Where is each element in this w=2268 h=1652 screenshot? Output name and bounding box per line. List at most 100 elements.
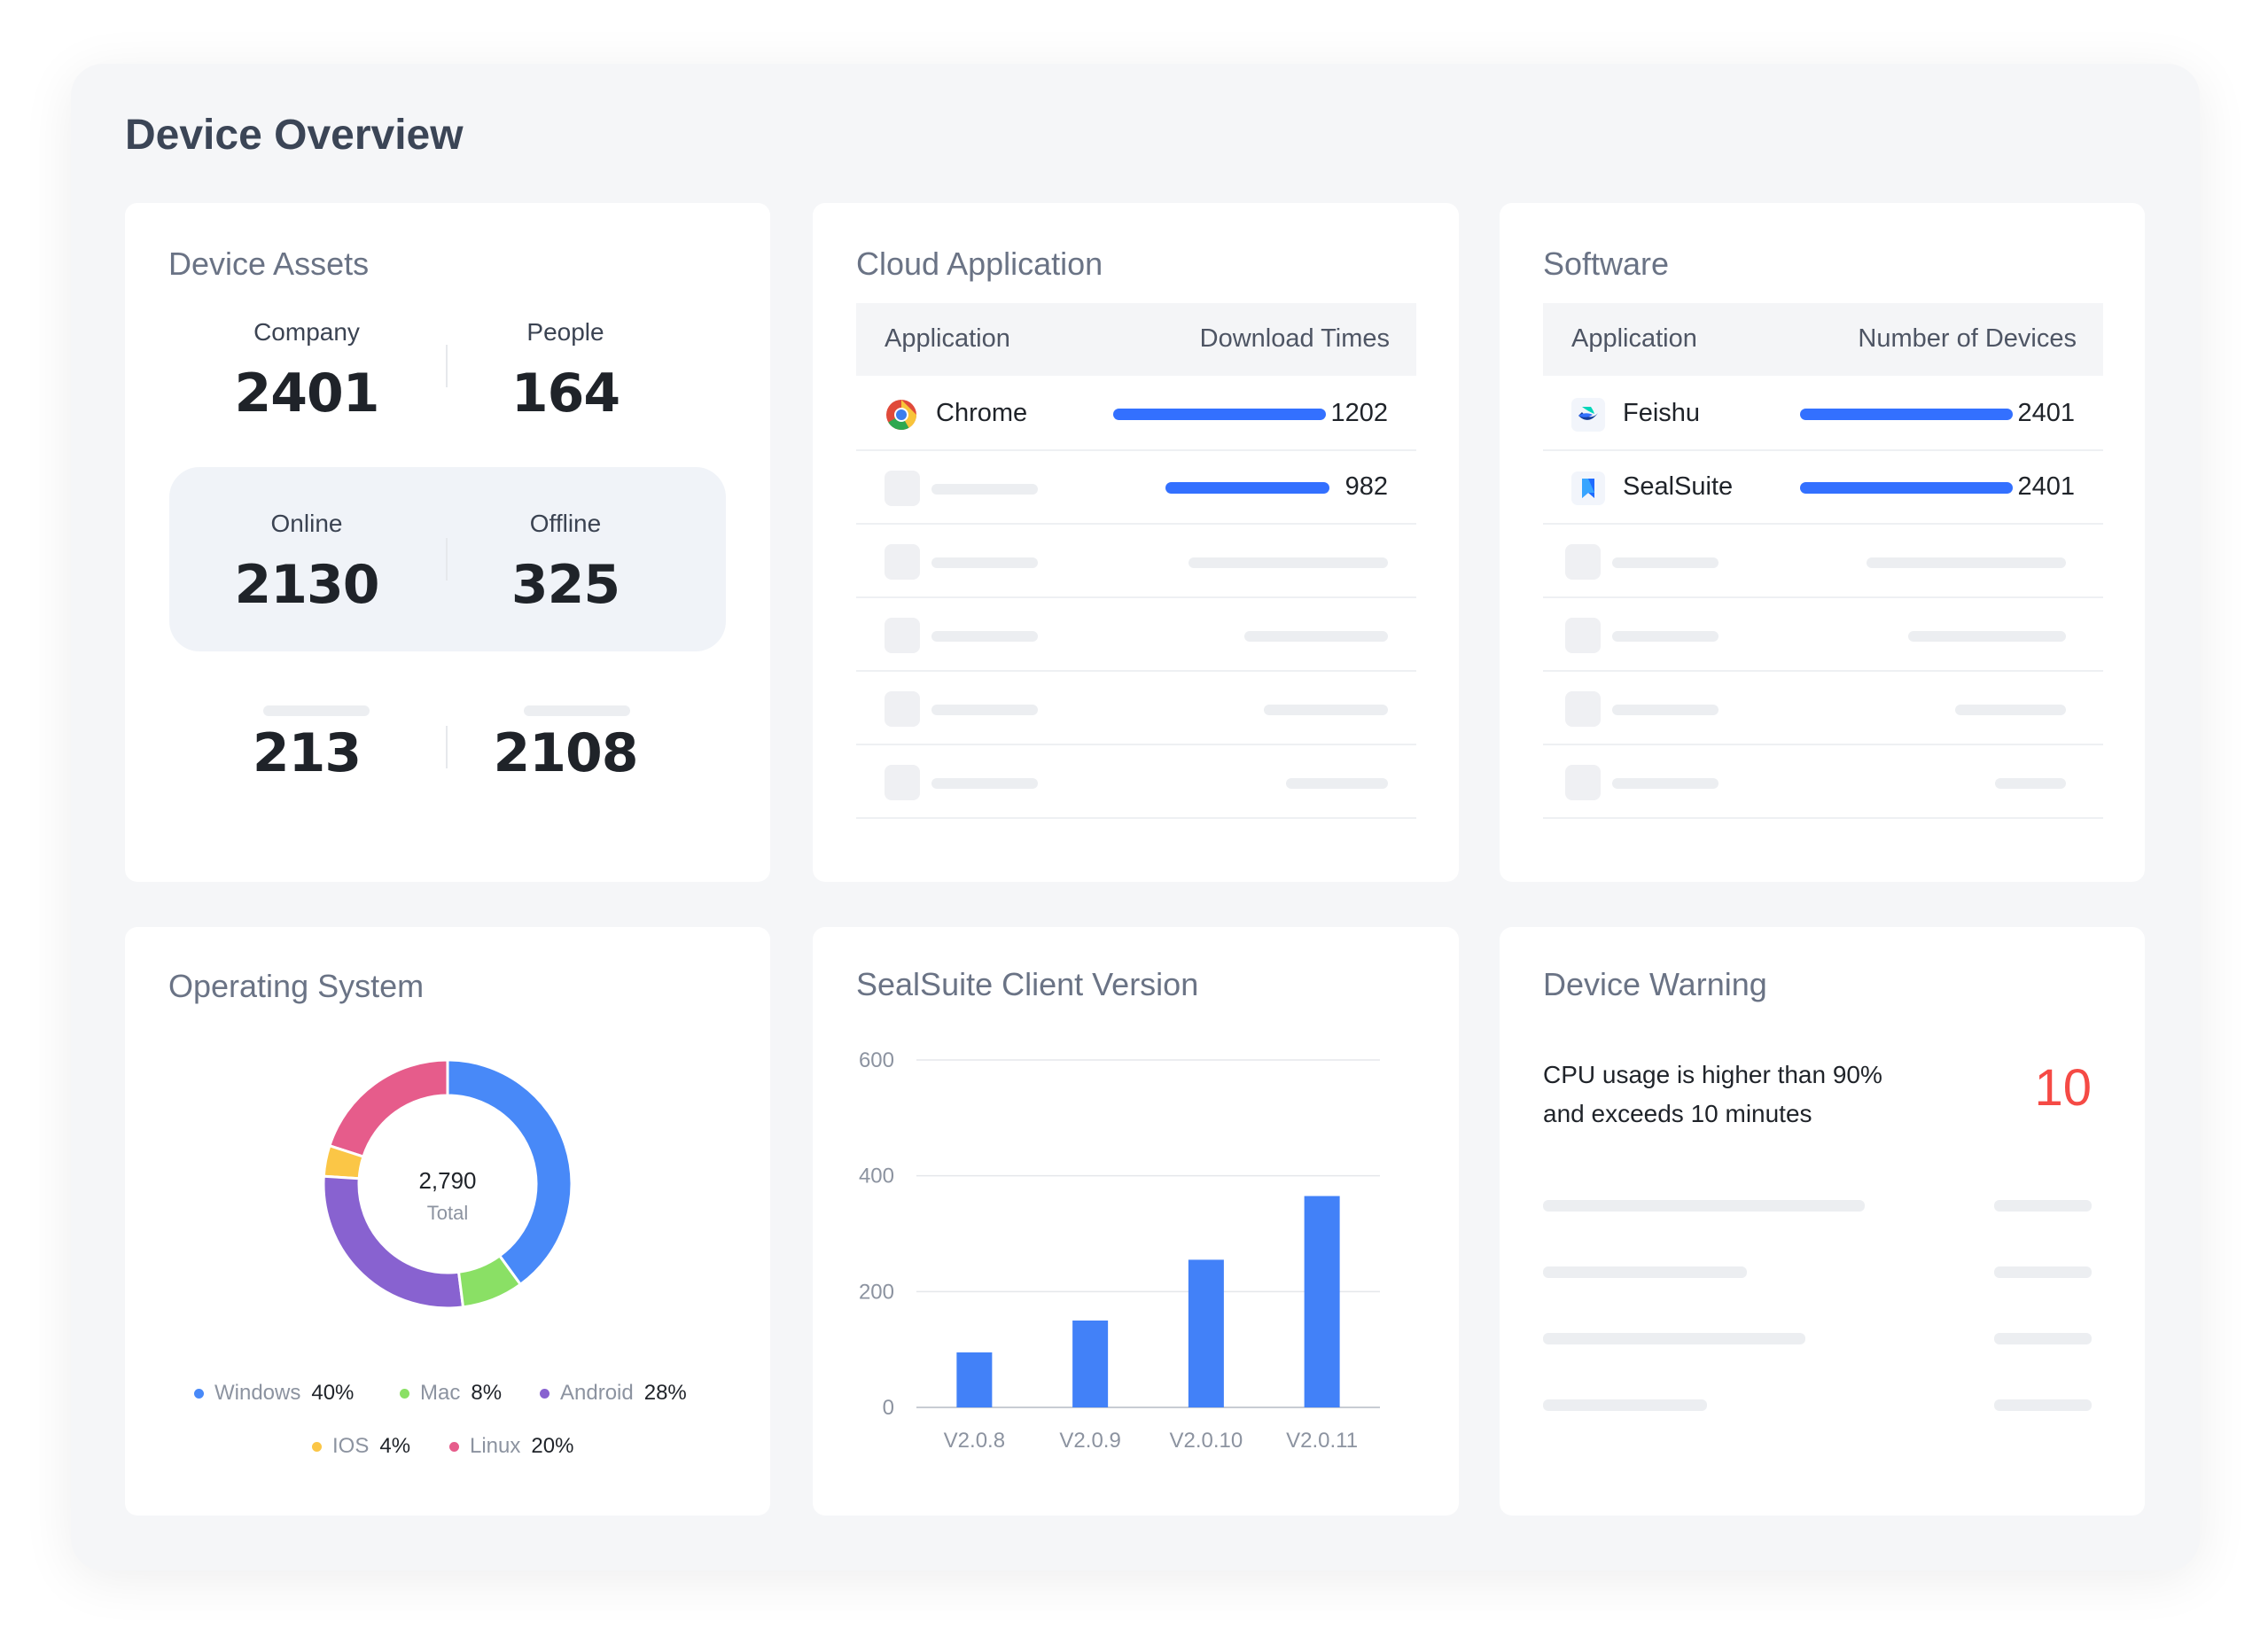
legend-dot [194,1389,204,1399]
cloud-application-card: Cloud Application Application Download T… [813,203,1459,882]
placeholder-bar [1995,778,2066,789]
table-header: Application Number of Devices [1543,303,2103,376]
table-row [1543,745,2103,819]
card-title: Cloud Application [856,245,1103,282]
table-row [856,745,1416,819]
people-value: 164 [510,362,620,425]
placeholder-bar [931,484,1038,495]
donut-total-value: 2,790 [418,1167,476,1194]
download-count: 1202 [1330,399,1388,427]
table-row[interactable]: SealSuite 2401 [1543,451,2103,525]
donut-slice-mac [456,1253,523,1309]
table-row[interactable]: Chrome 1202 [856,378,1416,451]
feishu-icon [1571,398,1605,432]
legend-label: IOS [332,1434,370,1458]
legend-label: Windows [214,1381,301,1405]
legend-item-ios: IOS 4% [312,1434,410,1459]
x-tick-label: V2.0.8 [944,1429,1005,1453]
legend-pct: 20% [531,1434,574,1458]
placeholder-bar [1994,1266,2092,1278]
table-row [856,672,1416,745]
card-title: Device Warning [1543,966,1767,1002]
legend-label: Linux [470,1434,521,1458]
placeholder-icon [1565,544,1601,580]
placeholder-bar [1543,1200,1865,1212]
legend-dot [312,1442,322,1453]
legend-label: Mac [420,1381,461,1405]
x-tick-label: V2.0.11 [1286,1429,1358,1453]
legend-dot [449,1442,459,1453]
legend-item-linux: Linux 20% [449,1434,573,1459]
placeholder-bar [1543,1399,1707,1411]
x-tick-label: V2.0.9 [1059,1429,1120,1453]
people-label: People [526,318,604,346]
client-version-bar-chart: 0 200 400 600 V2.0.8 V2.0.9 V2.0.10 V2.0.11 [859,1048,1380,1453]
y-tick-label: 200 [859,1280,894,1304]
legend-pct: 40% [311,1381,355,1405]
placeholder-bar [263,705,370,716]
status-highlight-panel [169,467,726,651]
donut-slice-linux [327,1058,449,1158]
app-name: SealSuite [1623,472,1734,501]
y-tick-label: 0 [883,1396,894,1420]
placeholder-icon [885,691,920,727]
placeholder-bar [1612,705,1719,715]
device-warning-card: Device Warning CPU usage is higher than … [1500,927,2145,1516]
legend-item-windows: Windows 40% [194,1381,354,1406]
company-value: 2401 [234,362,380,425]
warning-line-1: CPU usage is higher than 90% [1543,1061,1882,1088]
placeholder-icon [1565,765,1601,800]
legend-label: Android [560,1381,634,1405]
download-count: 982 [1344,472,1388,501]
table-row[interactable]: Feishu 2401 [1543,378,2103,451]
sealsuite-icon [1571,471,1605,505]
legend-pct: 8% [471,1381,503,1405]
donut-slice-windows [446,1058,573,1287]
placeholder-bar [931,705,1038,715]
placeholder-icon [885,471,920,506]
legend-dot [540,1389,549,1399]
placeholder-bar [1286,778,1388,789]
placeholder-bar [1955,705,2066,715]
bar-V2.0.10 [1188,1259,1224,1407]
card-title: Software [1543,245,1670,282]
legend-dot [400,1389,409,1399]
donut-total-label: Total [427,1202,468,1224]
device-assets-card: Device Assets Company 2401 People 164 On… [125,203,770,882]
placeholder-icon [885,544,920,580]
placeholder-bar [1612,778,1719,789]
bar-V2.0.8 [956,1352,993,1407]
column-header-download-times: Download Times [1199,324,1390,353]
device-count: 2401 [2017,399,2075,427]
y-tick-label: 600 [859,1048,894,1072]
table-row [856,598,1416,672]
download-bar [1113,409,1326,420]
placeholder-bar [1612,631,1719,642]
table-row [856,525,1416,598]
table-row[interactable]: 982 [856,451,1416,525]
placeholder-bar [1543,1333,1805,1344]
table-row [1543,525,2103,598]
card-title: Device Assets [168,245,370,282]
x-tick-label: V2.0.10 [1170,1429,1243,1453]
placeholder-bar [1543,1266,1747,1278]
placeholder-bar [1867,557,2066,568]
placeholder-bar [931,557,1038,568]
divider [446,538,448,581]
placeholder-bar [1264,705,1388,715]
donut-slice-ios [322,1143,365,1181]
warning-count: 10 [2034,1059,2092,1117]
placeholder-bar [1994,1200,2092,1212]
card-title: SealSuite Client Version [856,966,1199,1002]
table-row [1543,598,2103,672]
divider [446,726,448,768]
placeholder-bar [1612,557,1719,568]
bar-V2.0.9 [1072,1321,1109,1407]
card-title: Operating System [168,968,425,1004]
company-label: Company [253,318,360,346]
online-value: 2130 [234,554,380,616]
device-count: 2401 [2017,472,2075,501]
placeholder-bar [1189,557,1388,568]
software-card: Software Application Number of Devices F… [1500,203,2145,882]
offline-label: Offline [529,510,602,537]
